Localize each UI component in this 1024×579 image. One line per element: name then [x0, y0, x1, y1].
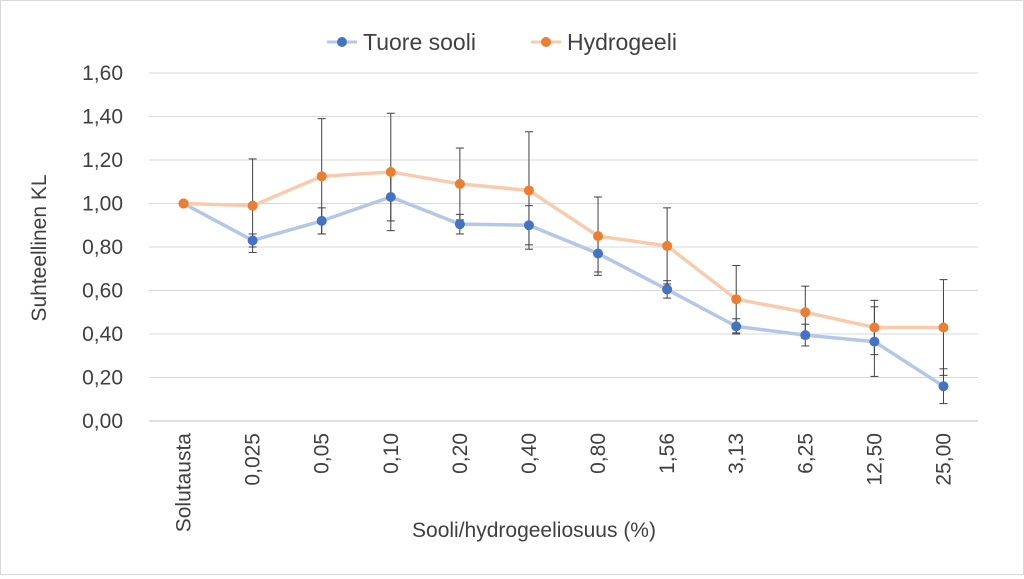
- legend-marker-hydrogeeli: [541, 37, 551, 47]
- data-point: [731, 294, 742, 305]
- x-tick-label: 1,56: [656, 433, 679, 474]
- data-point: [731, 321, 742, 332]
- x-tick-label: 0,40: [518, 433, 541, 474]
- x-tick-label: 0,20: [449, 433, 472, 474]
- legend-label-tuore-sooli: Tuore sooli: [363, 29, 476, 55]
- data-point: [869, 336, 880, 347]
- data-point: [662, 284, 673, 295]
- data-point: [800, 330, 811, 341]
- data-point: [523, 185, 534, 196]
- x-tick-label: 0,05: [311, 433, 334, 474]
- y-tick-label: 0,80: [82, 236, 123, 259]
- data-point: [523, 220, 534, 231]
- data-point: [593, 231, 604, 242]
- y-axis-tick-labels: 0,00 0,20 0,40 0,60 0,80 1,00 1,20 1,40 1,60: [82, 62, 123, 433]
- x-tick-label: 12,50: [863, 433, 886, 486]
- x-tick-label: 0,10: [380, 433, 403, 474]
- y-tick-label: 1,00: [82, 193, 123, 216]
- series-line-1: [183, 170, 944, 330]
- data-point: [593, 248, 604, 259]
- data-point: [178, 198, 189, 209]
- y-tick-label: 0,60: [82, 280, 123, 303]
- series-lines: [182, 170, 945, 388]
- x-axis-tick-labels: Solutausta 0,025 0,05 0,10 0,20 0,40 0,80 1,56 3…: [173, 433, 956, 533]
- data-point: [385, 166, 396, 177]
- data-point: [454, 219, 465, 230]
- data-point: [938, 322, 949, 333]
- data-point: [385, 191, 396, 202]
- x-axis-title: Sooli/hydrogeeliosuus (%): [412, 519, 656, 542]
- gridlines: [149, 72, 978, 422]
- data-point: [662, 240, 673, 251]
- data-point: [869, 322, 880, 333]
- x-tick-label: Solutausta: [173, 433, 196, 533]
- data-point: [247, 200, 258, 211]
- x-tick-label: 0,80: [587, 433, 610, 474]
- legend-marker-tuore-sooli: [337, 37, 347, 47]
- series-line-0: [182, 195, 945, 388]
- data-point: [247, 235, 258, 246]
- data-point: [800, 307, 811, 318]
- data-point: [316, 215, 327, 226]
- y-tick-label: 0,00: [82, 410, 123, 433]
- series-markers: [178, 166, 949, 392]
- x-tick-label: 0,025: [242, 433, 265, 486]
- x-tick-label: 25,00: [932, 433, 955, 486]
- x-tick-label: 6,25: [794, 433, 817, 474]
- y-tick-label: 1,20: [82, 149, 123, 172]
- x-tick-label: 3,13: [725, 433, 748, 474]
- y-tick-label: 1,60: [82, 62, 123, 85]
- y-tick-label: 0,20: [82, 367, 123, 390]
- legend-label-hydrogeeli: Hydrogeeli: [567, 29, 677, 55]
- y-tick-label: 1,40: [82, 106, 123, 129]
- data-point: [454, 178, 465, 189]
- y-tick-label: 0,40: [82, 323, 123, 346]
- y-axis-title: Suhteellinen KL: [28, 174, 51, 321]
- data-point: [316, 171, 327, 182]
- legend: Tuore sooli Hydrogeeli: [327, 29, 677, 55]
- data-point: [938, 381, 949, 392]
